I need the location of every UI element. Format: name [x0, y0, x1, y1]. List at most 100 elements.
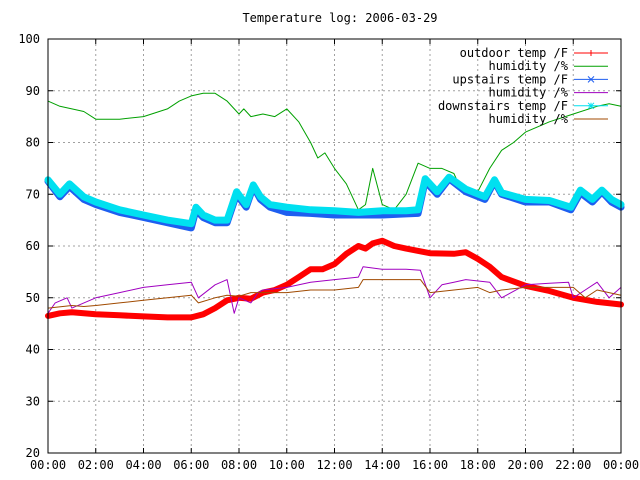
data-point	[249, 297, 253, 300]
data-point	[68, 182, 71, 186]
data-point	[285, 205, 288, 209]
x-tick-label: 08:00	[221, 458, 257, 472]
data-point	[392, 244, 396, 248]
data-point	[435, 190, 439, 193]
data-point	[452, 252, 456, 255]
data-point	[70, 311, 74, 314]
y-tick-label: 100	[18, 32, 40, 46]
data-point	[424, 177, 427, 180]
x-tick-label: 00:00	[30, 458, 66, 472]
data-point	[252, 183, 255, 187]
series-line	[47, 92, 622, 211]
data-point	[118, 314, 121, 317]
data-point	[600, 188, 604, 192]
data-point	[201, 313, 205, 316]
chart-title: Temperature log: 2006-03-29	[242, 11, 437, 25]
data-point	[345, 252, 348, 255]
data-point	[244, 203, 248, 206]
series-4	[44, 173, 625, 228]
legend-entry: humidity /%	[489, 86, 608, 100]
y-tick-label: 70	[26, 187, 40, 201]
data-point	[309, 208, 312, 211]
data-point	[488, 265, 491, 268]
axes: 20 30 40 50 60 70 80 90 100 00:00 02:00 04:00 06:00 0…	[18, 32, 639, 472]
data-point	[381, 239, 384, 243]
data-point	[548, 289, 551, 293]
data-point	[259, 195, 262, 199]
y-tick-label: 30	[26, 394, 40, 408]
legend-label: humidity /%	[489, 59, 569, 73]
data-point	[225, 218, 229, 222]
y-tick-label: 50	[26, 291, 40, 305]
x-tick-label: 02:00	[78, 458, 114, 472]
x-tick-label: 00:00	[603, 458, 639, 472]
series-line	[47, 279, 622, 309]
series-line	[44, 173, 625, 228]
data-point	[595, 300, 599, 304]
y-tick-label: 20	[26, 446, 40, 460]
data-point	[213, 218, 217, 222]
data-point	[285, 211, 288, 214]
data-point	[404, 209, 408, 213]
data-point	[464, 187, 468, 191]
data-point	[500, 191, 503, 194]
data-point	[142, 213, 145, 217]
data-point	[357, 211, 360, 214]
y-tick-label: 60	[26, 239, 40, 253]
x-tick-label: 22:00	[555, 458, 591, 472]
data-point	[404, 247, 408, 250]
data-point	[82, 195, 86, 199]
data-point	[500, 275, 503, 279]
legend-label: upstairs temp /F	[452, 72, 568, 86]
data-point	[483, 195, 487, 199]
legend-marker	[587, 76, 595, 83]
data-point	[94, 313, 97, 316]
series-0	[45, 237, 624, 321]
legend-entry: downstairs temp /F	[438, 99, 608, 113]
data-point	[610, 198, 613, 201]
data-point	[493, 178, 496, 181]
legend-entry: humidity /%	[489, 112, 608, 126]
y-tick-label: 90	[26, 84, 40, 98]
data-point	[201, 213, 205, 217]
data-point	[591, 198, 594, 201]
data-point	[333, 262, 336, 266]
data-point	[166, 316, 169, 319]
y-tick-label: 80	[26, 136, 40, 150]
data-point	[357, 244, 360, 248]
data-point	[381, 209, 384, 213]
series-line	[47, 266, 622, 314]
data-point	[333, 213, 336, 217]
x-tick-label: 16:00	[412, 458, 448, 472]
legend-label: humidity /%	[489, 86, 569, 100]
data-point	[58, 312, 62, 315]
series-1	[47, 92, 622, 211]
data-point	[190, 222, 193, 225]
series-line	[45, 237, 624, 321]
x-tick-label: 04:00	[125, 458, 161, 472]
data-point	[166, 218, 169, 222]
legend-label: humidity /%	[489, 112, 569, 126]
legend-entry: humidity /%	[489, 59, 608, 73]
data-point	[118, 208, 121, 211]
data-point	[273, 288, 277, 292]
data-point	[213, 306, 217, 310]
data-point	[524, 198, 527, 201]
data-point	[548, 199, 551, 202]
legend-entry: outdoor temp /F	[460, 46, 608, 60]
legend-label: downstairs temp /F	[438, 99, 568, 113]
data-point	[58, 193, 62, 196]
grid-lines	[48, 39, 621, 453]
data-point	[190, 316, 193, 319]
data-point	[268, 203, 272, 206]
x-tick-label: 14:00	[364, 458, 400, 472]
legend-label: outdoor temp /F	[460, 46, 568, 60]
data-point	[579, 188, 582, 192]
data-point	[371, 242, 374, 245]
data-point	[416, 208, 420, 211]
series-3	[47, 266, 622, 314]
data-point	[476, 257, 479, 261]
data-point	[297, 275, 300, 279]
data-point	[569, 205, 573, 209]
